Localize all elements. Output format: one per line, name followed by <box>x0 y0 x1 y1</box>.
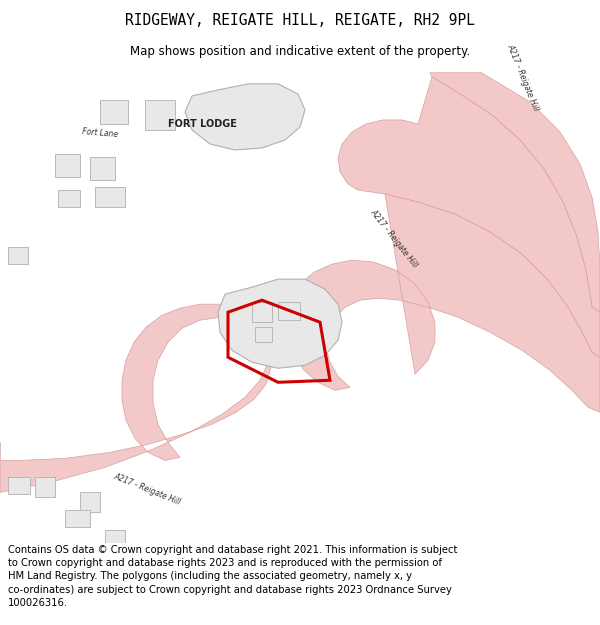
Polygon shape <box>0 382 170 542</box>
Polygon shape <box>255 328 272 342</box>
Polygon shape <box>252 302 272 322</box>
Text: FORT LODGE: FORT LODGE <box>168 119 237 129</box>
Polygon shape <box>90 157 115 180</box>
Polygon shape <box>8 247 28 264</box>
Polygon shape <box>100 100 128 124</box>
Polygon shape <box>95 187 125 207</box>
Text: A217 - Reigate Hill: A217 - Reigate Hill <box>368 208 419 269</box>
Text: A217 - Reigate Hill: A217 - Reigate Hill <box>505 42 540 112</box>
Text: RIDGEWAY, REIGATE HILL, REIGATE, RH2 9PL: RIDGEWAY, REIGATE HILL, REIGATE, RH2 9PL <box>125 13 475 28</box>
Text: Contains OS data © Crown copyright and database right 2021. This information is : Contains OS data © Crown copyright and d… <box>8 545 457 608</box>
Polygon shape <box>0 304 271 492</box>
Polygon shape <box>278 302 300 320</box>
Polygon shape <box>0 72 115 304</box>
Polygon shape <box>185 84 305 150</box>
Polygon shape <box>430 72 600 312</box>
Polygon shape <box>105 531 125 542</box>
Polygon shape <box>65 511 90 528</box>
Text: Map shows position and indicative extent of the property.: Map shows position and indicative extent… <box>130 45 470 58</box>
Polygon shape <box>218 279 342 368</box>
Polygon shape <box>168 72 342 165</box>
Polygon shape <box>145 100 175 130</box>
Polygon shape <box>80 492 100 512</box>
Polygon shape <box>58 190 80 207</box>
Polygon shape <box>224 124 358 246</box>
Text: A217 - Reigate Hill: A217 - Reigate Hill <box>112 471 181 506</box>
Polygon shape <box>35 478 55 498</box>
Polygon shape <box>8 478 30 494</box>
Polygon shape <box>156 270 600 542</box>
Polygon shape <box>0 72 265 157</box>
Polygon shape <box>55 154 80 177</box>
Polygon shape <box>338 77 600 358</box>
Polygon shape <box>218 227 362 338</box>
Polygon shape <box>286 194 600 412</box>
Text: Fort Lane: Fort Lane <box>82 127 119 139</box>
